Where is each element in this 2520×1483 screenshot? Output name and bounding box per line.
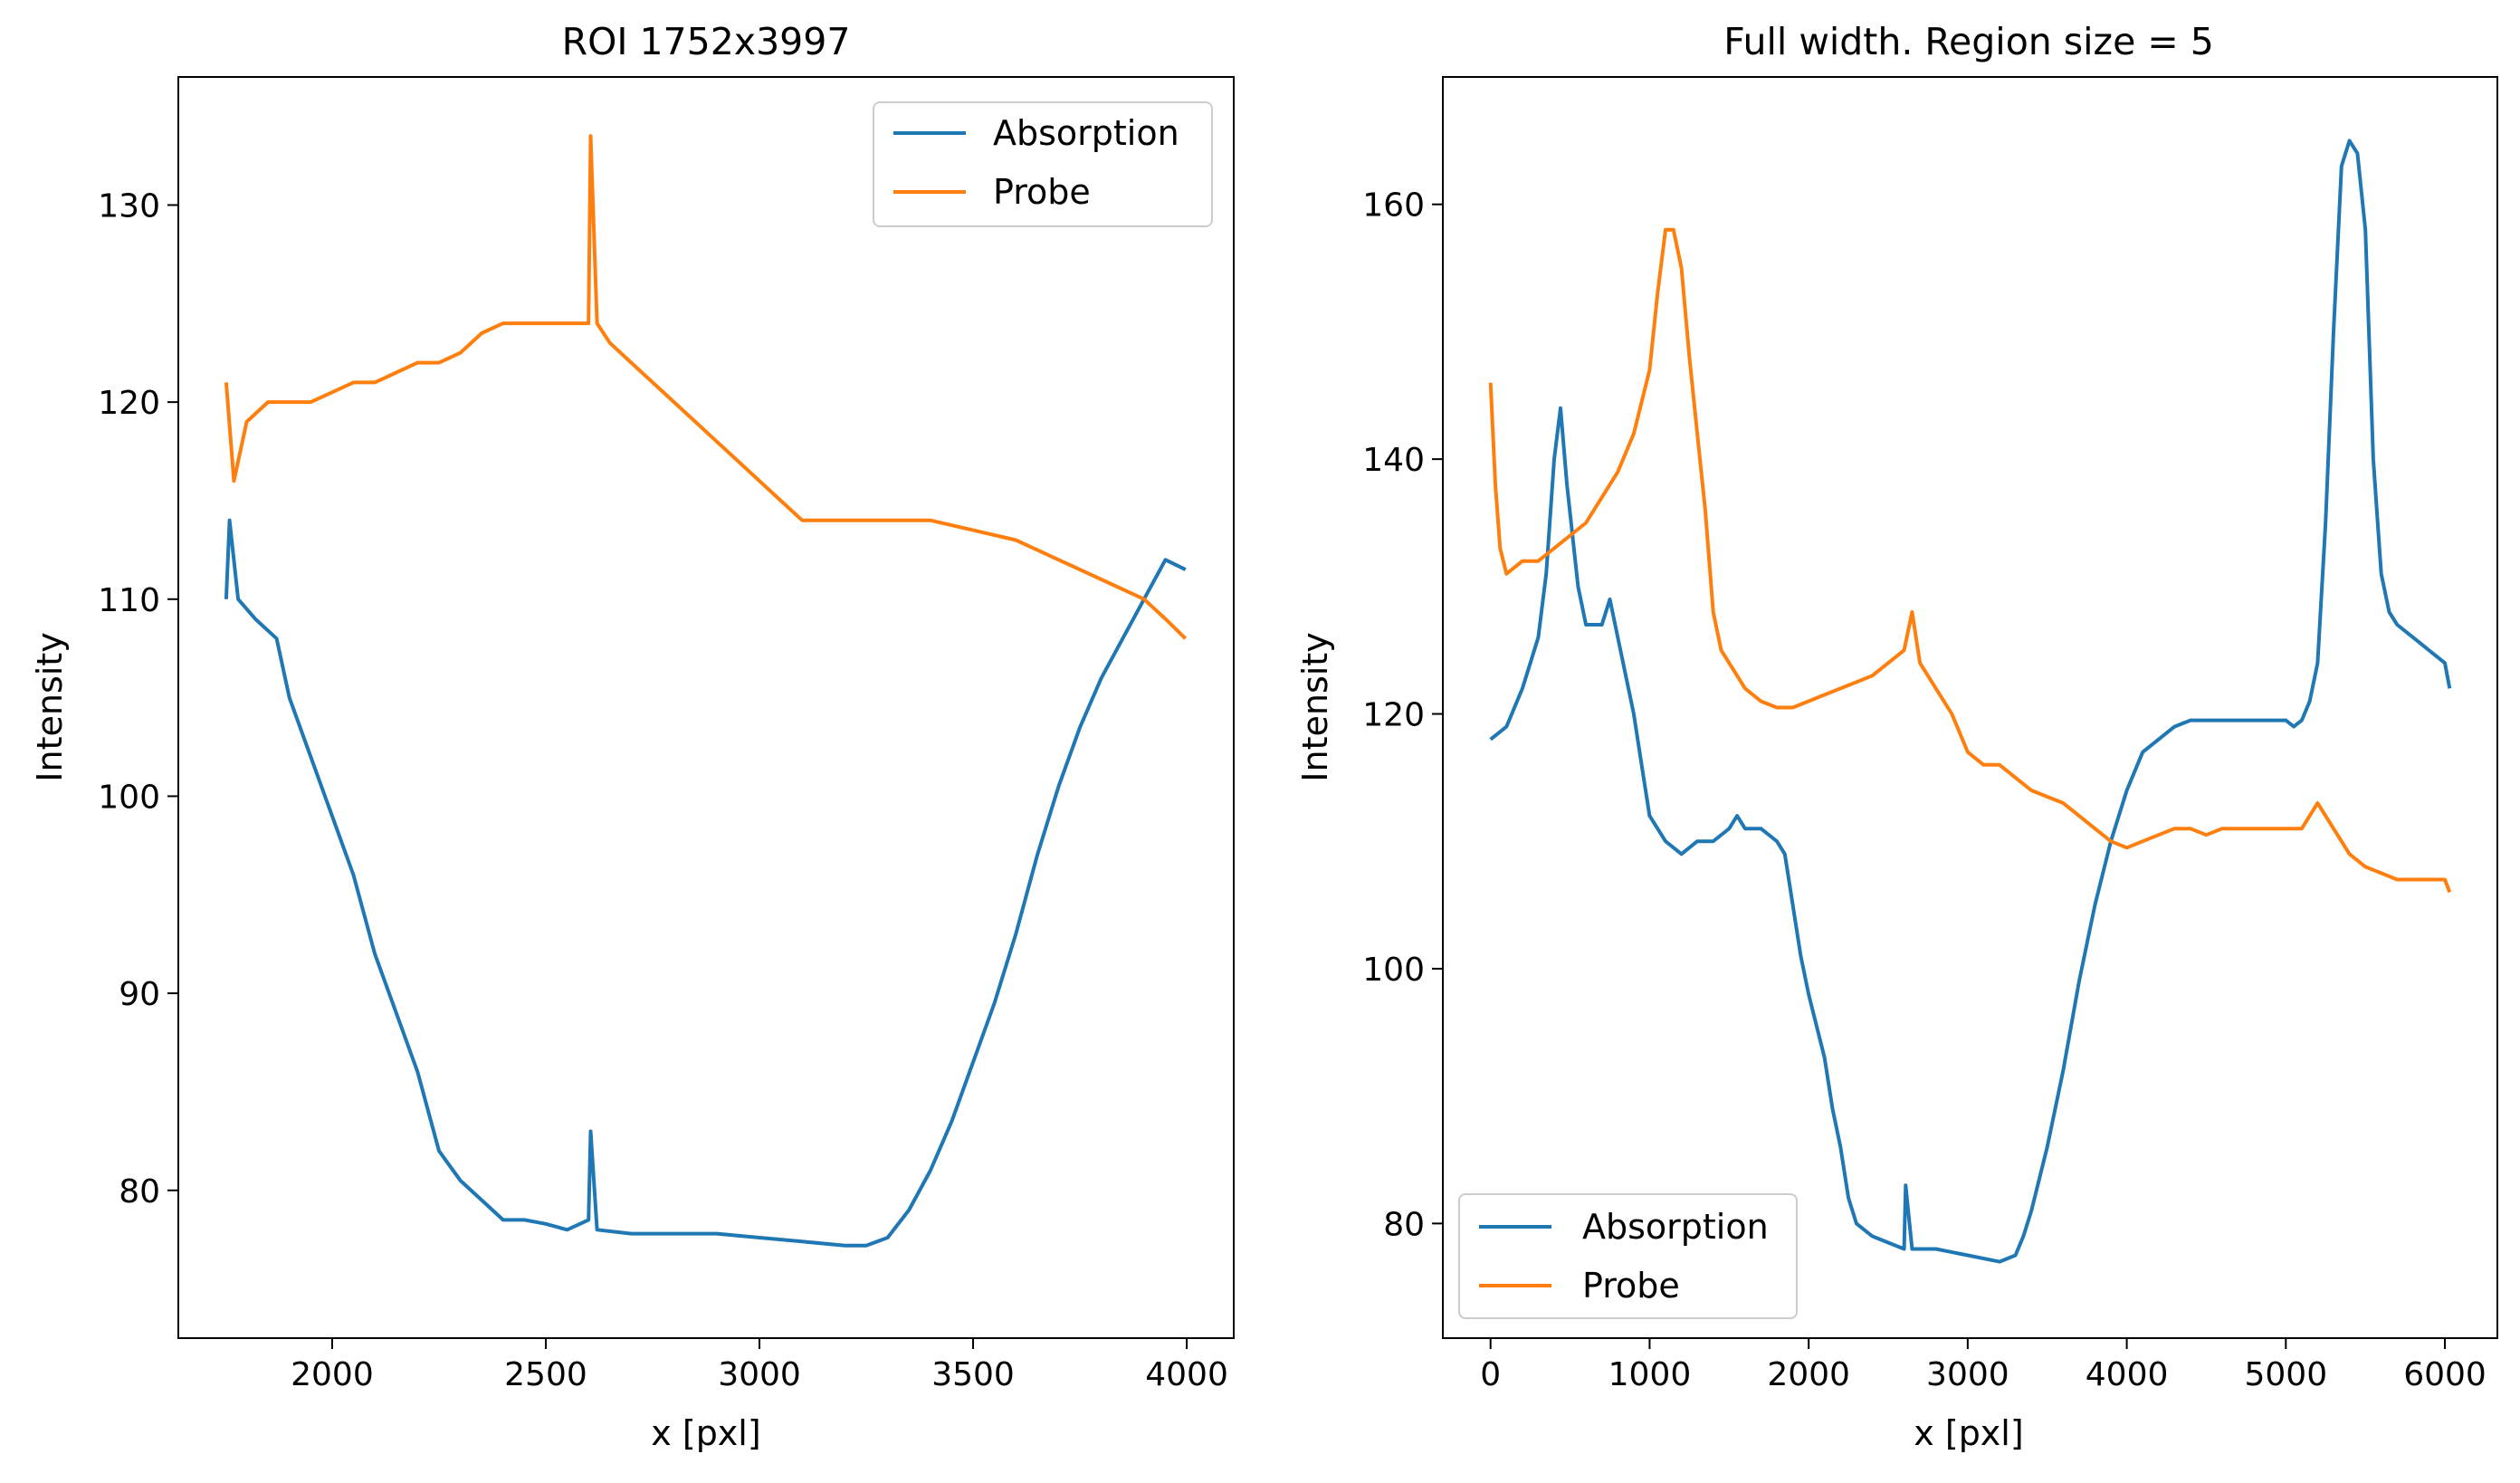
x-tick-label: 2000 <box>291 1356 374 1393</box>
y-tick-label: 80 <box>119 1173 160 1210</box>
x-tick-label: 1000 <box>1608 1356 1692 1393</box>
y-tick-label: 90 <box>119 976 160 1013</box>
series-line-absorption <box>224 518 1187 1248</box>
x-axis-label: x [pxl] <box>651 1413 760 1453</box>
chart-title: Full width. Region size = 5 <box>1723 20 2214 63</box>
y-axis-label: Intensity <box>1295 632 1335 781</box>
y-tick-label: 120 <box>98 385 160 422</box>
x-tick-label: 3000 <box>718 1356 801 1393</box>
x-tick-label: 3000 <box>1926 1356 2009 1393</box>
y-tick-label: 120 <box>1362 697 1425 734</box>
axis-ticks: 0 1000 2000 3000 4000 5000 6000 80 100 120 140 160 <box>1362 187 2487 1393</box>
x-tick-label: 0 <box>1480 1356 1501 1393</box>
legend-label-absorption: Absorption <box>993 113 1179 153</box>
x-tick-label: 4000 <box>2086 1356 2169 1393</box>
y-tick-label: 130 <box>98 187 160 225</box>
x-tick-label: 2000 <box>1767 1356 1850 1393</box>
series-line-probe <box>1488 227 2452 894</box>
x-tick-label: 4000 <box>1145 1356 1228 1393</box>
y-tick-label: 110 <box>98 582 160 619</box>
legend: Absorption Probe <box>873 101 1213 227</box>
x-axis-label: x [pxl] <box>1914 1413 2023 1453</box>
series-line-probe <box>224 134 1188 640</box>
x-tick-label: 3500 <box>931 1356 1015 1393</box>
series-line-absorption <box>1489 139 2452 1264</box>
y-tick-label: 100 <box>1362 952 1425 989</box>
x-tick-label: 2500 <box>504 1356 587 1393</box>
roi-chart: ROI 1752x3997 2000 2500 3000 3500 4000 80 90 10… <box>30 20 1235 1453</box>
plot-frame <box>177 76 1235 1339</box>
y-tick-label: 140 <box>1362 442 1425 479</box>
y-tick-label: 100 <box>98 779 160 816</box>
x-tick-label: 6000 <box>2403 1356 2487 1393</box>
y-tick-label: 80 <box>1383 1206 1425 1243</box>
legend-label-probe: Probe <box>1582 1266 1680 1306</box>
legend: Absorption Probe <box>1458 1193 1798 1319</box>
x-tick-label: 5000 <box>2244 1356 2327 1393</box>
plot-lines <box>224 134 1188 1248</box>
y-axis-label: Intensity <box>30 632 70 781</box>
axis-ticks: 2000 2500 3000 3500 4000 80 90 100 110 120 130 <box>98 187 1228 1393</box>
full-width-chart: Full width. Region size = 5 0 1000 2000 300… <box>1295 20 2498 1453</box>
plot-frame <box>1442 76 2498 1339</box>
chart-title: ROI 1752x3997 <box>562 20 851 63</box>
plot-lines <box>1488 139 2452 1264</box>
y-tick-label: 160 <box>1362 187 1425 225</box>
legend-label-absorption: Absorption <box>1582 1207 1769 1247</box>
legend-label-probe: Probe <box>993 172 1091 212</box>
